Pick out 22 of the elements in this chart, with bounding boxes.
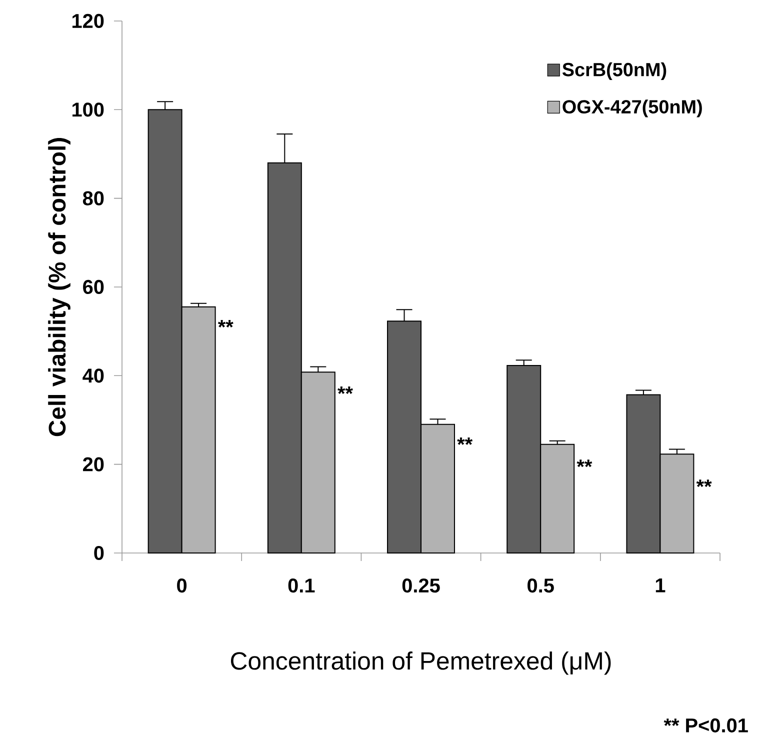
y-tick-label: 120	[72, 14, 104, 28]
x-tick-label: 0	[177, 578, 187, 593]
y-tick-label: 60	[83, 280, 104, 294]
text: ** P<0.01	[664, 718, 748, 732]
y-tick-label: 80	[82, 191, 104, 206]
x-tick-label: 1	[656, 578, 666, 592]
annotation: **	[696, 480, 712, 488]
y-tick-label: 0	[94, 546, 104, 560]
y-axis-title: Cell viability (% of control)	[48, 138, 70, 436]
legend-label: ScrB(50nM)	[562, 62, 666, 80]
y-tick-label: 20	[83, 457, 104, 472]
annotation: **	[457, 438, 473, 445]
y-tick-label: 40	[82, 368, 104, 383]
annotation: **	[218, 320, 234, 328]
x-tick-label: 0.1	[288, 578, 315, 593]
x-axis-title: Concentration of Pemetrexed (μM)	[230, 652, 611, 675]
annotation: **	[576, 460, 592, 468]
legend-label: OGX-427(50nM)	[562, 100, 702, 118]
x-tick-label: 0.5	[528, 578, 554, 593]
x-tick-label: 0.25	[402, 578, 440, 593]
annotation: **	[338, 386, 353, 394]
y-tick-label: 100	[72, 102, 104, 117]
